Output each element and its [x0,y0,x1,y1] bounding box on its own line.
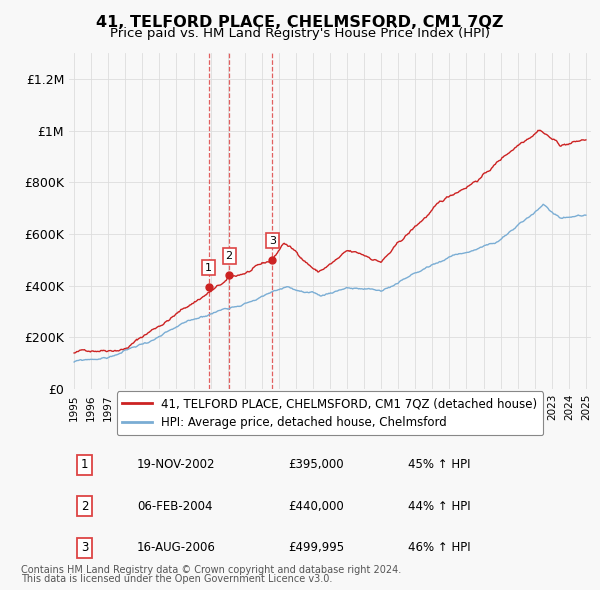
Legend: 41, TELFORD PLACE, CHELMSFORD, CM1 7QZ (detached house), HPI: Average price, det: 41, TELFORD PLACE, CHELMSFORD, CM1 7QZ (… [116,391,544,435]
Text: 3: 3 [269,235,276,245]
Text: 2: 2 [81,500,88,513]
Text: 44% ↑ HPI: 44% ↑ HPI [409,500,471,513]
Text: 16-AUG-2006: 16-AUG-2006 [137,542,216,555]
Text: This data is licensed under the Open Government Licence v3.0.: This data is licensed under the Open Gov… [21,574,332,584]
Text: 2: 2 [226,251,233,261]
Text: £440,000: £440,000 [288,500,344,513]
Text: Price paid vs. HM Land Registry's House Price Index (HPI): Price paid vs. HM Land Registry's House … [110,27,490,40]
Text: 41, TELFORD PLACE, CHELMSFORD, CM1 7QZ: 41, TELFORD PLACE, CHELMSFORD, CM1 7QZ [96,15,504,30]
Text: 19-NOV-2002: 19-NOV-2002 [137,458,215,471]
Text: 1: 1 [205,263,212,273]
Text: 1: 1 [81,458,88,471]
Text: 3: 3 [81,542,88,555]
Text: 46% ↑ HPI: 46% ↑ HPI [409,542,471,555]
Text: 45% ↑ HPI: 45% ↑ HPI [409,458,471,471]
Text: £499,995: £499,995 [288,542,344,555]
Text: £395,000: £395,000 [288,458,344,471]
Text: Contains HM Land Registry data © Crown copyright and database right 2024.: Contains HM Land Registry data © Crown c… [21,565,401,575]
Text: 06-FEB-2004: 06-FEB-2004 [137,500,212,513]
